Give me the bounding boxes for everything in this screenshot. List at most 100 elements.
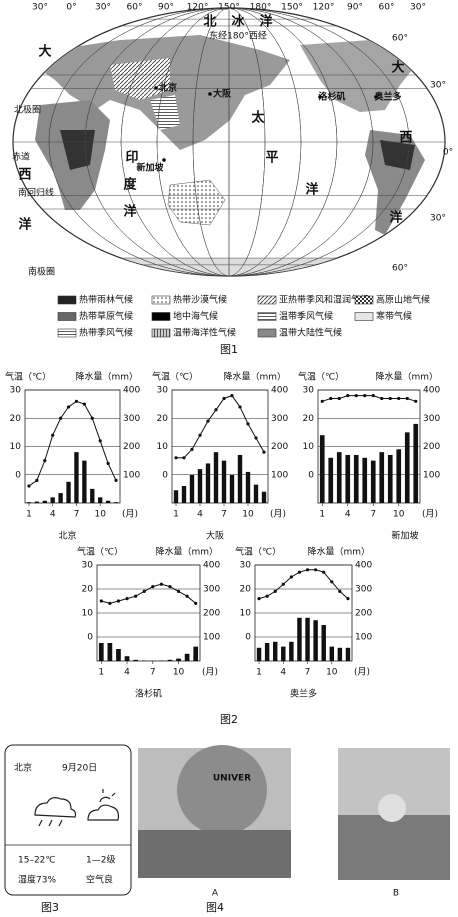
temp-point <box>222 396 226 401</box>
y-tick-label: 10 <box>82 609 94 619</box>
meridian-label: 30° <box>32 3 48 13</box>
city-label: 洛杉矶 <box>318 91 345 103</box>
x-unit: (月) <box>202 667 218 678</box>
precip-bar <box>193 646 199 661</box>
precip-bar <box>197 469 203 503</box>
precip-bar <box>256 647 262 661</box>
temp-point <box>176 589 181 594</box>
precip-bar <box>345 454 351 503</box>
temp-point <box>380 396 384 401</box>
temp-point <box>27 484 31 488</box>
precip-bar <box>362 457 368 503</box>
temp-point <box>174 456 178 460</box>
city-dot <box>154 86 158 90</box>
globe-sculpture <box>177 745 267 835</box>
x-unit: (月) <box>422 509 438 520</box>
world-map <box>12 7 446 277</box>
temp-point <box>98 439 102 443</box>
legend-swatch <box>354 295 374 305</box>
temp-axis-title: 气温（℃） <box>152 371 198 383</box>
city-name: 新加坡 <box>391 530 418 542</box>
weather-date: 9月20日 <box>62 763 97 774</box>
legend-label: 寒带气候 <box>376 310 412 322</box>
australia <box>167 179 226 226</box>
precip-bar <box>337 647 343 661</box>
precip-bar <box>105 500 111 503</box>
legend-label: 温带大陆性气候 <box>279 327 342 339</box>
precip-bar <box>98 497 103 503</box>
meridian-label: 120° <box>187 3 209 13</box>
precip-bar <box>176 658 181 661</box>
weather-air: 空气良 <box>86 874 113 886</box>
x-tick-label: 10 <box>173 668 185 678</box>
temp-point <box>254 436 258 440</box>
precip-bar <box>116 649 121 661</box>
temp-point <box>257 597 261 601</box>
precip-bar <box>58 493 63 503</box>
temp-point <box>281 582 285 586</box>
x-tick-label: 1 <box>173 510 179 520</box>
x-tick-label: 7 <box>150 668 156 678</box>
legend-label: 热带草原气候 <box>79 310 133 322</box>
precip-bar <box>133 659 138 661</box>
precip-bar <box>124 656 130 661</box>
city-name: 奥兰多 <box>290 688 317 700</box>
ocean-char: 洋 <box>18 217 31 233</box>
temp-point <box>82 402 86 406</box>
temp-point <box>297 570 302 574</box>
temp-line <box>28 400 117 487</box>
y2-tick-label: 200 <box>423 442 440 452</box>
precip-bar <box>50 497 55 503</box>
temp-point <box>198 433 202 437</box>
ocean-char: 北 <box>203 15 216 30</box>
y2-tick-label: 100 <box>355 633 372 643</box>
meridian-note: 东经180°西经 <box>209 30 267 42</box>
ocean-char: 洋 <box>259 14 272 30</box>
precip-bar <box>319 435 325 503</box>
line-label: 南极圈 <box>28 266 55 278</box>
temp-point <box>265 594 269 598</box>
ocean-char: 大 <box>38 44 51 60</box>
precip-bar <box>221 460 227 503</box>
latitude-label: 60° <box>392 34 408 44</box>
precip-axis-title: 降水量（mm） <box>375 371 438 383</box>
temp-axis-title: 气温（℃） <box>298 371 344 383</box>
y2-tick-label: 200 <box>203 609 220 619</box>
precip-bar <box>253 484 259 503</box>
temp-line <box>258 569 349 600</box>
meridian-label: 30° <box>410 3 426 13</box>
precip-bar <box>321 625 326 661</box>
legend-swatch <box>151 312 171 321</box>
legend-label: 地中海气候 <box>173 310 218 322</box>
weather-city: 北京 <box>14 762 32 774</box>
temp-point <box>363 394 367 398</box>
x-tick-label: 7 <box>370 510 376 520</box>
precip-bar <box>370 460 376 503</box>
y2-tick-label: 300 <box>203 585 220 595</box>
ocean-char: 印 <box>125 151 138 166</box>
precip-bar <box>297 617 302 661</box>
weather-wind: 1—2级 <box>86 854 115 866</box>
meridian-label: 30° <box>95 3 111 13</box>
x-tick-label: 7 <box>305 668 311 678</box>
x-unit: (月) <box>270 509 286 520</box>
precip-bar <box>345 647 351 661</box>
meridian-label: 90° <box>347 3 363 13</box>
y-tick-label: 20 <box>240 585 252 595</box>
temp-point <box>388 396 392 401</box>
y2-tick-label: 200 <box>355 609 372 619</box>
city-name: 大阪 <box>206 530 224 542</box>
meridian-label: 150° <box>218 3 240 13</box>
precip-bar <box>90 488 95 503</box>
y2-tick-label: 100 <box>271 470 288 480</box>
temp-point <box>262 450 266 454</box>
city-label: 奥兰多 <box>373 91 401 103</box>
meridian-label: 60° <box>127 3 143 13</box>
y-tick-label: 0 <box>308 470 314 480</box>
sun-cloud-icon <box>87 789 119 821</box>
legend-swatch <box>57 295 77 305</box>
y-tick-label: 20 <box>303 414 315 424</box>
x-tick-label: 4 <box>124 668 130 678</box>
temp-point <box>405 396 409 401</box>
temp-point <box>185 594 189 598</box>
